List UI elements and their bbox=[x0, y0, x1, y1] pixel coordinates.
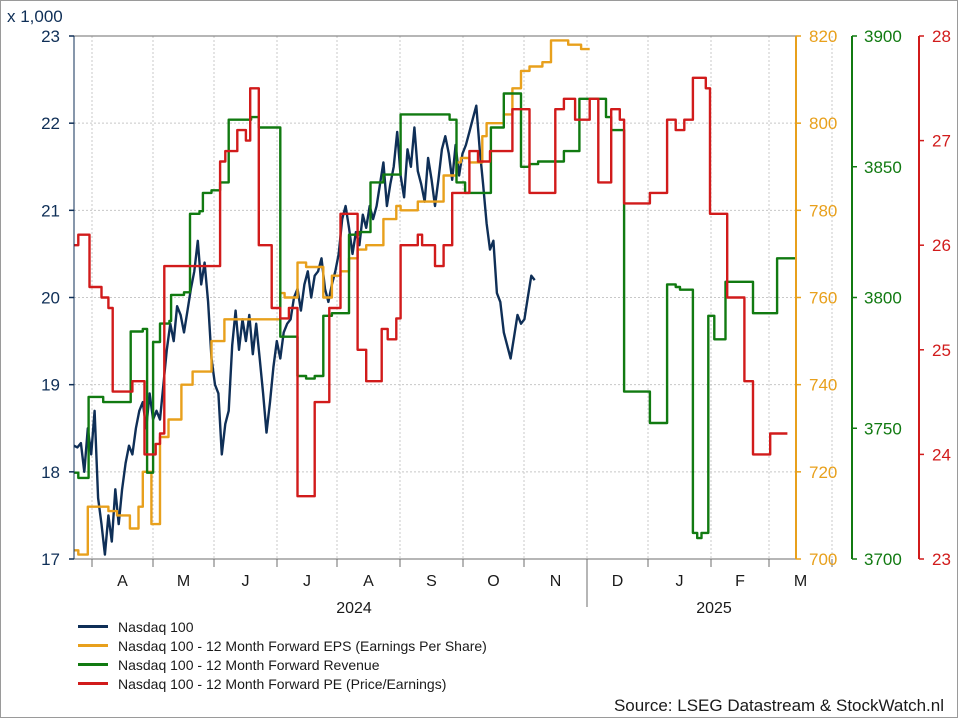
legend-swatch bbox=[78, 625, 108, 628]
eps-tick-label: 740 bbox=[809, 376, 837, 395]
eps-tick-label: 780 bbox=[809, 201, 837, 220]
x-month-label: J bbox=[303, 573, 311, 590]
pe-tick-label: 23 bbox=[932, 550, 951, 569]
legend-swatch bbox=[78, 682, 108, 685]
legend-swatch bbox=[78, 644, 108, 647]
legend-label: Nasdaq 100 - 12 Month Forward PE (Price/… bbox=[118, 675, 447, 692]
legend-label: Nasdaq 100 bbox=[118, 618, 194, 635]
series-line-1 bbox=[73, 104, 536, 556]
y-multiplier-label: x 1,000 bbox=[7, 7, 63, 26]
nasdaq-tick-label: 22 bbox=[41, 114, 60, 133]
legend-label: Nasdaq 100 - 12 Month Forward EPS (Earni… bbox=[118, 637, 487, 654]
series-lines bbox=[73, 39, 796, 556]
pe-tick-label: 28 bbox=[932, 27, 951, 46]
source-note: Source: LSEG Datastream & StockWatch.nl bbox=[613, 696, 944, 715]
x-month-label: A bbox=[117, 573, 128, 590]
pe-tick-label: 25 bbox=[932, 341, 951, 360]
x-month-label: A bbox=[363, 573, 374, 590]
nasdaq-tick-label: 23 bbox=[41, 27, 60, 46]
x-month-label: O bbox=[487, 573, 499, 590]
revenue-tick-label: 3700 bbox=[864, 550, 902, 569]
legend-item: Nasdaq 100 - 12 Month Forward EPS (Earni… bbox=[78, 636, 487, 655]
legend-item: Nasdaq 100 bbox=[78, 617, 487, 636]
axes: A M J J A S O N D J F M 2024 2025 17 18 19 20 21 22 23 700 720… bbox=[41, 27, 951, 617]
eps-tick-label: 720 bbox=[809, 463, 837, 482]
revenue-tick-label: 3800 bbox=[864, 289, 902, 308]
x-month-label: F bbox=[735, 573, 745, 590]
x-year-label: 2025 bbox=[696, 600, 732, 617]
eps-tick-label: 760 bbox=[809, 289, 837, 308]
series-line-4 bbox=[74, 76, 788, 498]
gridlines bbox=[74, 35, 833, 560]
series-line-3 bbox=[74, 92, 796, 540]
pe-tick-label: 24 bbox=[932, 445, 951, 464]
nasdaq-tick-label: 17 bbox=[41, 550, 60, 569]
legend-item: Nasdaq 100 - 12 Month Forward PE (Price/… bbox=[78, 674, 487, 693]
x-month-label: M bbox=[177, 573, 190, 590]
eps-tick-label: 820 bbox=[809, 27, 837, 46]
revenue-tick-label: 3750 bbox=[864, 419, 902, 438]
revenue-tick-label: 3900 bbox=[864, 27, 902, 46]
x-year-label: 2024 bbox=[336, 600, 372, 617]
eps-tick-label: 700 bbox=[809, 550, 837, 569]
nasdaq-tick-label: 20 bbox=[41, 289, 60, 308]
x-month-label: D bbox=[612, 573, 624, 590]
x-month-label: M bbox=[794, 573, 807, 590]
legend-item: Nasdaq 100 - 12 Month Forward Revenue bbox=[78, 655, 487, 674]
nasdaq-tick-label: 21 bbox=[41, 201, 60, 220]
x-month-label: S bbox=[426, 573, 437, 590]
nasdaq-tick-label: 18 bbox=[41, 463, 60, 482]
pe-tick-label: 27 bbox=[932, 132, 951, 151]
legend: Nasdaq 100 Nasdaq 100 - 12 Month Forward … bbox=[78, 617, 487, 693]
x-month-label: J bbox=[242, 573, 250, 590]
revenue-tick-label: 3850 bbox=[864, 158, 902, 177]
x-month-label: N bbox=[550, 573, 562, 590]
pe-tick-label: 26 bbox=[932, 236, 951, 255]
x-month-label: J bbox=[676, 573, 684, 590]
legend-swatch bbox=[78, 663, 108, 666]
eps-tick-label: 800 bbox=[809, 114, 837, 133]
nasdaq-tick-label: 19 bbox=[41, 376, 60, 395]
legend-label: Nasdaq 100 - 12 Month Forward Revenue bbox=[118, 656, 380, 673]
